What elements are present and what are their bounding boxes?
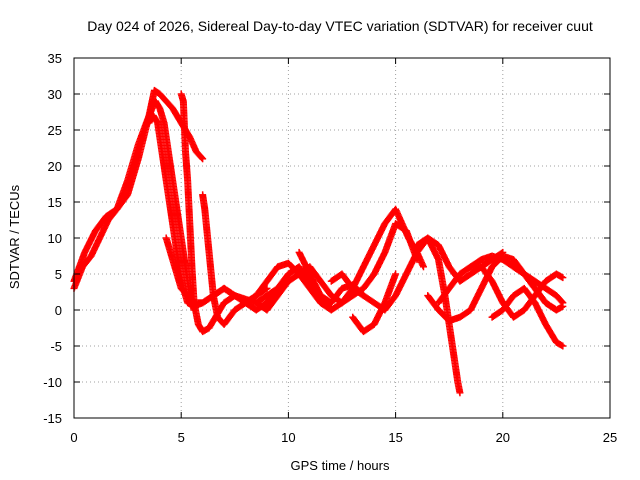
x-tick-label: 5 xyxy=(178,430,185,445)
chart-title: Day 024 of 2026, Sidereal Day-to-day VTE… xyxy=(87,18,593,34)
data-layer: satellite track Asatellite track Bsatell… xyxy=(70,86,567,397)
series-10: satellite track J xyxy=(349,270,400,336)
x-tick-label: 25 xyxy=(603,430,617,445)
grid-layer xyxy=(74,58,610,418)
series-16: satellite track P xyxy=(510,263,567,307)
x-tick-label: 0 xyxy=(70,430,77,445)
series-15: satellite track O xyxy=(488,284,567,350)
x-tick-label: 10 xyxy=(281,430,295,445)
x-tick-label: 15 xyxy=(388,430,402,445)
x-tick-label: 20 xyxy=(496,430,510,445)
y-tick-label: -15 xyxy=(43,411,62,426)
